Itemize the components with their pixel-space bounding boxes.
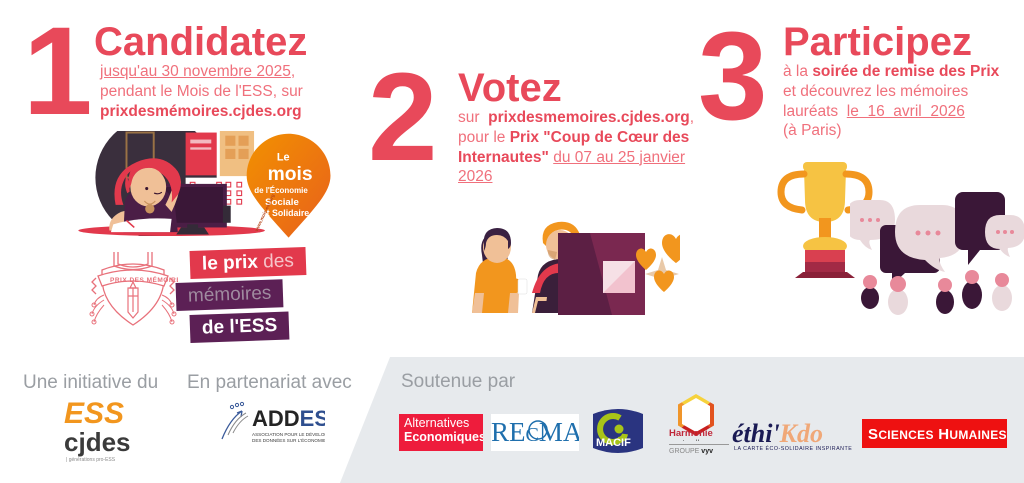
svg-text:Le: Le (277, 152, 290, 164)
svg-text:cjdes: cjdes (64, 427, 130, 457)
svg-text:DES DONNÉES SUR L'ÉCONOMIE SOC: DES DONNÉES SUR L'ÉCONOMIE SOCIALE (252, 437, 325, 443)
svg-text:éthi'Kdo: éthi'Kdo (732, 419, 823, 448)
svg-text:ESS: ESS (64, 397, 124, 430)
svg-text:de l'Économie: de l'Économie (254, 186, 308, 195)
svg-text:ASSOCIATION POUR LE DÉVELOPPEM: ASSOCIATION POUR LE DÉVELOPPEMENT (252, 431, 325, 437)
svg-text:ADDES: ADDES (252, 406, 325, 431)
svg-text:MACIF: MACIF (596, 437, 631, 449)
svg-text:mois: mois (268, 164, 313, 185)
svg-text:LA CARTE ÉCO-SOLIDAIRE INSPIRA: LA CARTE ÉCO-SOLIDAIRE INSPIRANTE (734, 445, 852, 452)
svg-text:PRIX DES MÉMOIRES: PRIX DES MÉMOIRES (110, 275, 178, 284)
svg-text:mutuelle: mutuelle (669, 438, 705, 441)
svg-text:| générations pro-ESS: | générations pro-ESS (66, 457, 116, 463)
